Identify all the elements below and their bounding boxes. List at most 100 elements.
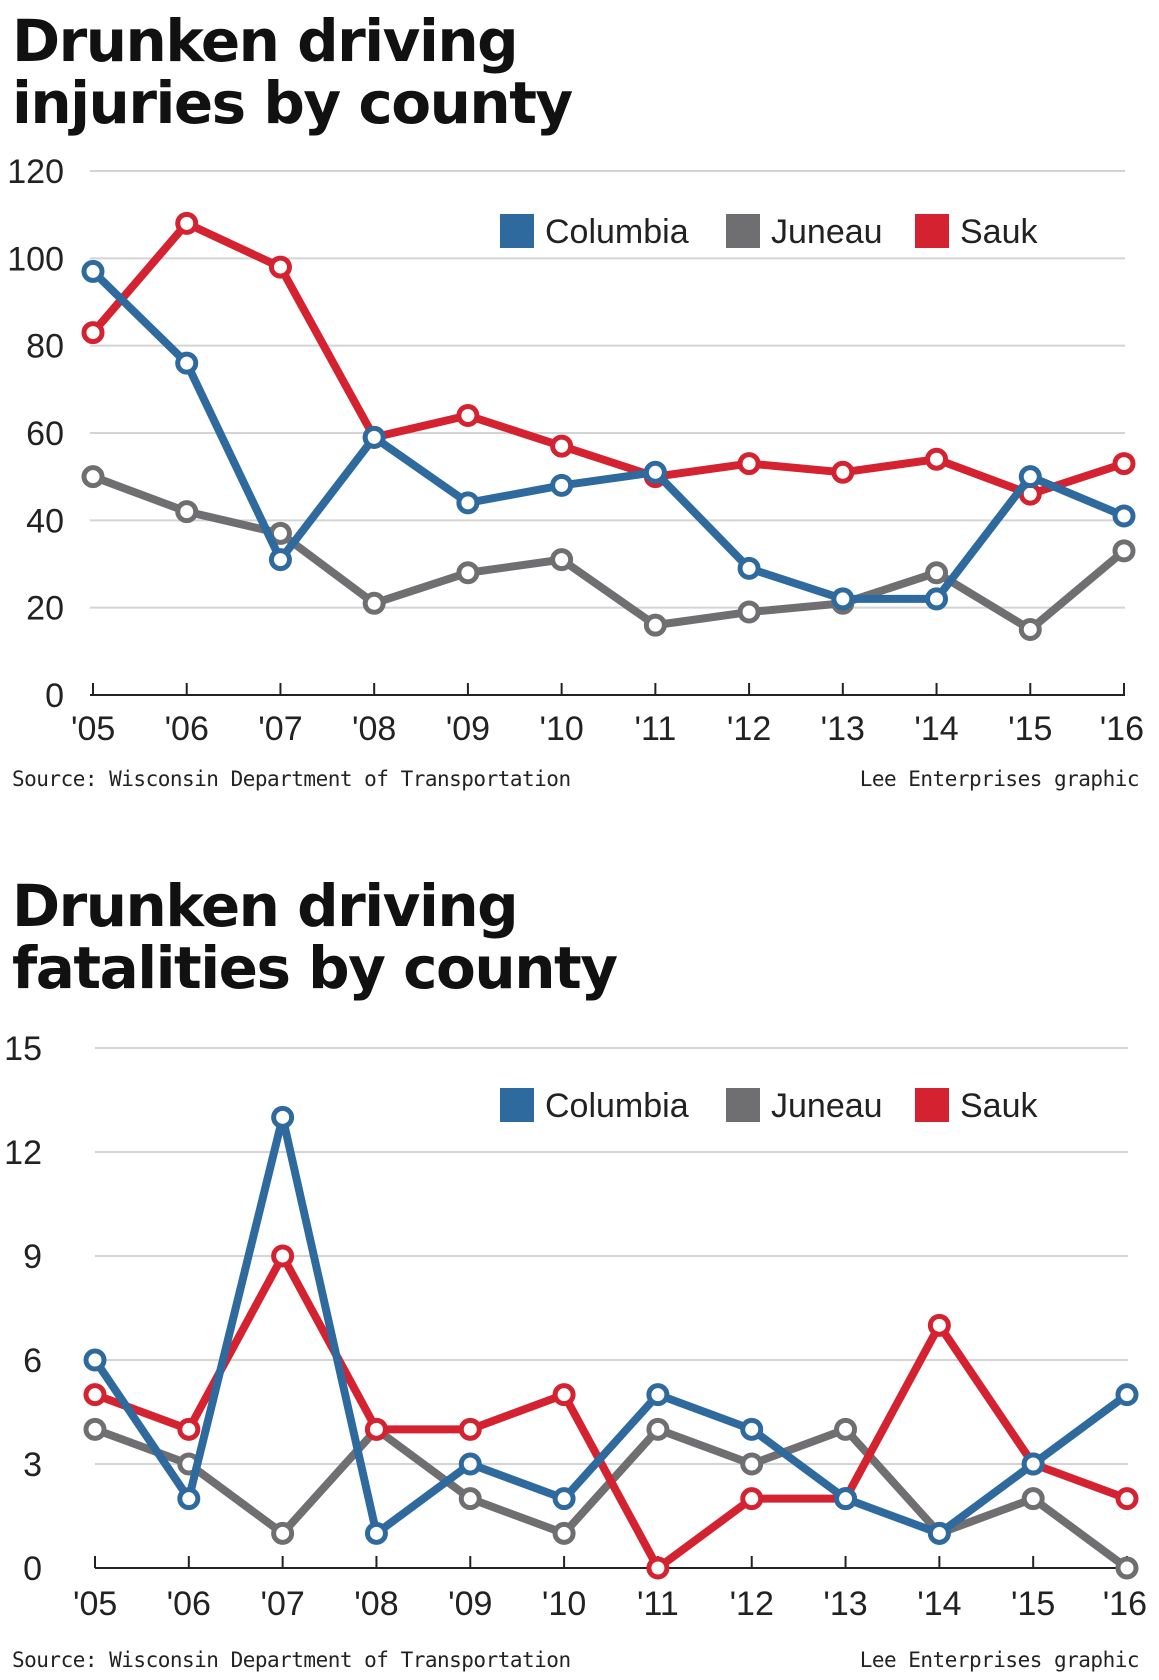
injuries-sauk-point (737, 452, 761, 476)
fatalities-x-tick-label: '07 (260, 1585, 304, 1620)
fatalities-chart-title: Drunken driving fatalities by county (12, 872, 618, 1002)
injuries-y-tick-label: 20 (26, 590, 64, 628)
injuries-legend-swatch-columbia (500, 214, 534, 248)
fatalities-columbia-point (1021, 1452, 1045, 1476)
injuries-x-tick-label: '09 (446, 710, 490, 748)
injuries-line-chart: 0 20 40 60 80 100 120 '05 '06 '07 '08 '09 '10 '11 '12 '… (7, 153, 1144, 748)
fatalities-x-tick-label: '14 (917, 1585, 961, 1620)
injuries-columbia-point (1018, 465, 1042, 489)
injuries-chart-title: Drunken driving injuries by county (12, 7, 573, 134)
fatalities-sauk-line (91, 1252, 1131, 1572)
fatalities-columbia-point (927, 1521, 951, 1545)
injuries-sauk-point (456, 404, 480, 428)
injuries-columbia-point (925, 587, 949, 611)
injuries-legend-label-juneau: Juneau (771, 213, 883, 251)
injuries-sauk-point (831, 460, 855, 484)
fatalities-sauk-point (646, 1556, 670, 1580)
injuries-credit-note: Lee Enterprises graphic (859, 767, 1140, 791)
fatalities-y-tick-label: 0 (23, 1550, 42, 1588)
injuries-sauk-point (175, 211, 199, 235)
injuries-sauk-point (268, 255, 292, 279)
injuries-columbia-point (831, 587, 855, 611)
injuries-columbia-point (737, 556, 761, 580)
fatalities-x-tick-label: '13 (823, 1585, 867, 1620)
fatalities-x-tick-label: '15 (1011, 1585, 1055, 1620)
injuries-x-tick-label: '07 (258, 710, 302, 748)
fatalities-juneau-point (834, 1417, 858, 1441)
fatalities-series-sauk (83, 1244, 1139, 1580)
fatalities-columbia-point (83, 1348, 107, 1372)
injuries-columbia-point (643, 460, 667, 484)
fatalities-columbia-line (91, 1113, 1131, 1538)
injuries-columbia-point (268, 548, 292, 572)
fatalities-title-line-1: Drunken driving (12, 872, 519, 940)
injuries-sauk-point (81, 321, 105, 345)
fatalities-x-tick-label: '08 (354, 1585, 398, 1620)
injuries-columbia-line (89, 267, 1128, 603)
injuries-legend: Columbia Juneau Sauk (500, 213, 1038, 251)
injuries-legend-label-columbia: Columbia (545, 213, 689, 251)
injuries-sauk-point (1112, 452, 1136, 476)
injuries-sauk-point (550, 434, 574, 458)
injuries-x-tick-label: '08 (352, 710, 396, 748)
injuries-legend-swatch-sauk (915, 214, 949, 248)
fatalities-juneau-point (1021, 1487, 1045, 1511)
fatalities-legend-label-juneau: Juneau (771, 1087, 883, 1125)
fatalities-columbia-point (458, 1452, 482, 1476)
fatalities-columbia-point (646, 1383, 670, 1407)
injuries-x-tick-label: '11 (634, 710, 676, 748)
injuries-y-tick-label: 0 (45, 677, 64, 715)
injuries-columbia-point (362, 425, 386, 449)
fatalities-y-tick-label: 12 (4, 1134, 42, 1172)
fatalities-y-tick-label: 15 (4, 1030, 42, 1068)
injuries-x-tick-label: '14 (914, 710, 958, 748)
fatalities-legend-swatch-sauk (915, 1088, 949, 1122)
fatalities-juneau-point (271, 1521, 295, 1545)
fatalities-legend-swatch-columbia (500, 1088, 534, 1122)
injuries-x-tick-label: '13 (821, 710, 865, 748)
fatalities-gridlines (95, 1047, 1128, 1465)
injuries-y-tick-label: 120 (7, 153, 64, 191)
fatalities-juneau-point (552, 1521, 576, 1545)
fatalities-juneau-point (1115, 1556, 1139, 1580)
injuries-columbia-point (175, 351, 199, 375)
fatalities-legend: Columbia Juneau Sauk (500, 1087, 1038, 1125)
fatalities-series-columbia (83, 1105, 1139, 1545)
fatalities-source-note: Source: Wisconsin Department of Transpor… (12, 1648, 571, 1672)
injuries-juneau-point (737, 600, 761, 624)
injuries-y-tick-label: 40 (26, 502, 64, 540)
injuries-legend-swatch-juneau (726, 214, 760, 248)
fatalities-columbia-point (177, 1487, 201, 1511)
injuries-title-line-1: Drunken driving (12, 7, 519, 75)
fatalities-sauk-point (740, 1487, 764, 1511)
fatalities-sauk-point (552, 1383, 576, 1407)
fatalities-y-tick-label: 3 (23, 1446, 42, 1484)
fatalities-columbia-point (552, 1487, 576, 1511)
injuries-sauk-line (89, 219, 1128, 499)
injuries-juneau-point (362, 591, 386, 615)
fatalities-x-tick-label: '06 (167, 1585, 211, 1620)
injuries-y-tick-label: 60 (26, 415, 64, 453)
fatalities-columbia-point (834, 1487, 858, 1511)
fatalities-juneau-point (740, 1452, 764, 1476)
injuries-x-tick-label: '16 (1100, 710, 1144, 748)
injuries-x-tick-label: '15 (1008, 710, 1052, 748)
fatalities-juneau-point (458, 1487, 482, 1511)
injuries-x-tick-label: '06 (165, 710, 209, 748)
injuries-x-tick-label: '05 (71, 710, 115, 748)
injuries-columbia-point (81, 259, 105, 283)
injuries-columbia-point (550, 473, 574, 497)
fatalities-sauk-point (364, 1417, 388, 1441)
fatalities-x-tick-label: '05 (73, 1585, 117, 1620)
fatalities-line-chart: 0 3 6 9 12 15 '05 '06 '07 '08 '09 '10 '11 '12 '13 '14 '1… (4, 1030, 1147, 1620)
fatalities-legend-swatch-juneau (726, 1088, 760, 1122)
injuries-juneau-point (925, 561, 949, 585)
injuries-series-sauk (81, 211, 1136, 506)
injuries-legend-label-sauk: Sauk (960, 213, 1038, 251)
fatalities-credit-note: Lee Enterprises graphic (859, 1648, 1140, 1672)
fatalities-x-tick-label: '11 (637, 1585, 679, 1620)
fatalities-title-line-2: fatalities by county (12, 934, 618, 1002)
injuries-x-tick-label: '12 (727, 710, 771, 748)
fatalities-juneau-point (83, 1417, 107, 1441)
injuries-source-note: Source: Wisconsin Department of Transpor… (12, 767, 571, 791)
